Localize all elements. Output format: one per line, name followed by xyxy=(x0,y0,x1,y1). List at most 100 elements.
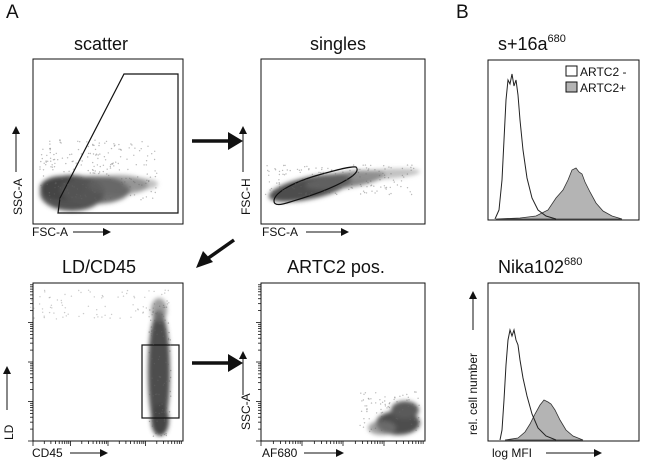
cell-dot xyxy=(417,397,419,399)
y-label-artc2pos: SSC-A xyxy=(239,393,253,430)
cell-dot xyxy=(104,198,107,201)
cell-dot xyxy=(98,142,101,144)
cell-dot xyxy=(94,197,96,199)
cell-dot xyxy=(293,188,295,190)
cell-dot xyxy=(156,333,158,335)
cell-dot xyxy=(59,139,61,141)
cell-dot xyxy=(408,399,410,401)
cell-dot xyxy=(148,180,150,182)
cell-dot xyxy=(170,395,172,397)
cell-dot xyxy=(93,296,96,298)
cell-dot xyxy=(137,308,139,310)
cell-dot xyxy=(166,343,169,345)
cell-dot xyxy=(43,316,45,319)
histogram-bottom: Nika102680 log MFI rel. cell number xyxy=(466,256,640,460)
cell-dot xyxy=(133,154,135,156)
gate-singles[interactable] xyxy=(273,166,358,206)
cell-dot xyxy=(148,351,151,354)
gate-ldcd45[interactable] xyxy=(141,344,180,419)
cell-dot xyxy=(94,172,96,174)
cell-dot xyxy=(59,139,61,141)
cell-dot xyxy=(367,169,369,171)
cell-dot xyxy=(279,187,281,190)
cell-dot xyxy=(142,312,144,314)
cell-dot xyxy=(125,177,127,180)
cell-dot xyxy=(284,164,286,167)
cell-dot xyxy=(107,152,110,154)
cell-dot xyxy=(137,176,139,178)
cell-dot xyxy=(152,343,154,345)
histogram-top-title-sup: 680 xyxy=(548,33,566,45)
cell-dot xyxy=(413,167,415,170)
cell-dot xyxy=(118,191,120,193)
cell-dot xyxy=(165,433,167,435)
cell-dot xyxy=(135,310,137,312)
cell-dot xyxy=(53,153,55,156)
cell-dot xyxy=(79,195,82,197)
x-label-scatter: FSC-A xyxy=(32,225,68,239)
cell-dot xyxy=(104,193,106,196)
cell-dot xyxy=(366,409,368,411)
cell-dot xyxy=(84,194,87,196)
cell-dot xyxy=(375,402,377,404)
cell-dot xyxy=(383,165,385,167)
cell-dot xyxy=(51,307,53,309)
cell-dot xyxy=(97,154,99,156)
cell-dot xyxy=(308,168,310,170)
cell-dot xyxy=(40,184,42,187)
cell-dot xyxy=(161,313,163,316)
cell-dot xyxy=(148,420,151,423)
histogram-bottom-artc2pos-area xyxy=(504,399,584,441)
cell-dot xyxy=(406,164,409,166)
cell-dot xyxy=(60,299,62,302)
cell-dot xyxy=(59,187,62,189)
cell-dot xyxy=(44,291,46,293)
cell-dot xyxy=(146,155,149,157)
cell-dot xyxy=(294,182,297,185)
legend-swatch-artc2neg xyxy=(565,65,578,77)
cell-dot xyxy=(336,193,338,196)
cell-dot xyxy=(375,392,377,394)
cell-dot xyxy=(394,396,396,398)
cell-dot xyxy=(91,169,94,171)
cell-dot xyxy=(78,289,80,292)
cell-dot xyxy=(167,339,170,341)
cell-dot xyxy=(370,184,373,186)
cell-dot xyxy=(362,190,365,192)
x-label-artc2pos: AF680 xyxy=(262,446,298,460)
cell-dot xyxy=(397,418,399,420)
cell-dot xyxy=(30,299,33,301)
cell-dot xyxy=(331,169,333,171)
cell-dot xyxy=(112,162,114,164)
cell-dot xyxy=(380,412,382,414)
cell-dot xyxy=(72,168,75,170)
cell-dot xyxy=(165,342,168,344)
cell-dot xyxy=(96,309,98,311)
cell-dot xyxy=(399,411,401,413)
gate-scatter[interactable] xyxy=(57,73,179,214)
cell-dot xyxy=(92,189,94,191)
cell-dot xyxy=(395,417,398,420)
plot-ldcd45: LD/CD45 CD45 LD xyxy=(2,257,184,460)
cell-dot xyxy=(337,176,339,178)
cell-dot xyxy=(169,344,172,346)
cell-dot xyxy=(279,186,281,188)
cell-dot xyxy=(142,311,144,313)
cell-dot xyxy=(370,402,373,404)
cell-dot xyxy=(370,185,372,187)
cell-dot xyxy=(105,140,108,143)
cell-dot xyxy=(49,147,52,150)
cell-dot xyxy=(94,139,96,141)
cell-dot xyxy=(169,376,172,379)
cell-dot xyxy=(148,331,150,333)
cell-dot xyxy=(362,399,365,401)
cell-dot xyxy=(403,403,405,405)
x-label-singles: FSC-A xyxy=(262,225,298,239)
cell-dot xyxy=(142,197,144,199)
cell-dot xyxy=(113,143,115,145)
cell-dot xyxy=(282,189,284,192)
plot-title-singles: singles xyxy=(310,34,366,54)
cell-dot xyxy=(165,361,167,364)
cell-dot xyxy=(364,405,366,407)
cell-dot xyxy=(61,157,64,159)
